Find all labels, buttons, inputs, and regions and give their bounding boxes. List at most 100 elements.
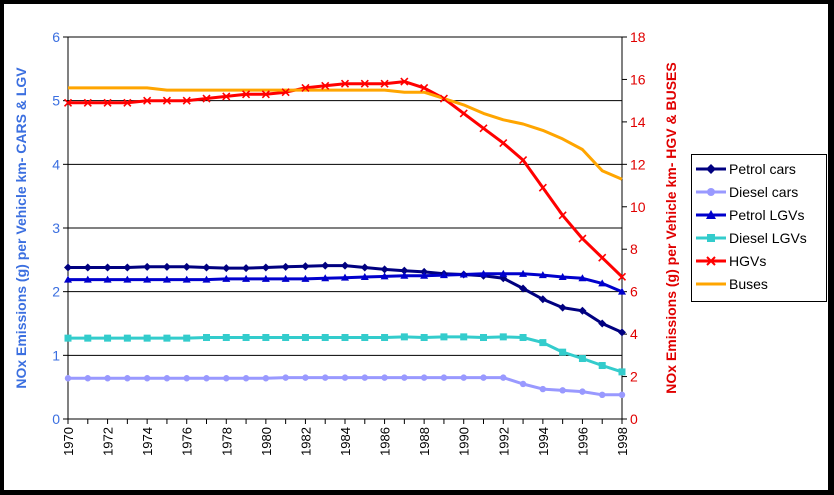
data-point-diesel-cars: [163, 375, 171, 382]
data-point-diesel-lgvs: [301, 334, 309, 342]
data-point-diesel-cars: [460, 374, 467, 381]
data-point-petrol-cars: [123, 263, 132, 272]
legend-swatch-petrol-cars: [696, 164, 726, 174]
legend-swatch-hgvs: [696, 256, 726, 266]
data-point-diesel-cars: [599, 391, 606, 399]
series-line-buses: [68, 86, 623, 181]
data-point-diesel-cars: [618, 391, 626, 399]
data-point-diesel-lgvs: [539, 339, 547, 347]
legend-swatch-buses: [696, 282, 726, 286]
legend-label: Petrol LGVs: [729, 207, 805, 223]
data-point-petrol-cars: [360, 263, 369, 272]
data-point-diesel-cars: [104, 375, 111, 382]
data-point-petrol-cars: [598, 319, 607, 328]
data-point-diesel-lgvs: [480, 334, 487, 342]
data-point-petrol-lgvs: [538, 271, 547, 279]
data-point-petrol-lgvs: [64, 275, 72, 283]
data-point-diesel-lgvs: [242, 334, 250, 342]
data-point-diesel-cars: [203, 375, 210, 382]
data-point-diesel-cars: [420, 374, 428, 381]
data-point-hgvs: [162, 96, 171, 105]
y-tick-label-left: 3: [52, 220, 60, 236]
data-point-diesel-cars: [480, 374, 487, 381]
y-tick-label-left: 6: [52, 29, 60, 45]
data-point-petrol-cars: [143, 262, 152, 271]
x-tick-label: 1994: [536, 427, 551, 456]
x-tick-label: 1974: [140, 427, 155, 456]
data-point-petrol-cars: [558, 303, 567, 312]
y-tick-label-right: 14: [630, 114, 646, 130]
data-point-petrol-lgvs: [578, 274, 587, 282]
data-point-hgvs: [281, 88, 290, 97]
x-tick-label: 1976: [180, 427, 195, 456]
y-axis-label-right: NOx Emissions (g) per Vehicle km- HGV & …: [663, 62, 679, 393]
data-point-petrol-lgvs: [558, 273, 567, 281]
x-tick-label: 1986: [378, 427, 393, 456]
data-point-diesel-lgvs: [203, 334, 210, 342]
x-tick-label: 1992: [496, 427, 511, 456]
data-point-diesel-cars: [124, 375, 131, 382]
data-point-hgvs: [103, 98, 112, 107]
data-point-petrol-lgvs: [261, 274, 270, 282]
data-point-petrol-lgvs: [321, 274, 330, 282]
data-point-diesel-cars: [64, 375, 72, 382]
legend-label: Diesel LGVs: [729, 230, 807, 246]
data-point-petrol-lgvs: [222, 274, 231, 282]
data-point-petrol-lgvs: [143, 275, 152, 283]
data-point-petrol-lgvs: [341, 273, 349, 281]
y-tick-label-right: 10: [630, 199, 646, 215]
data-point-petrol-lgvs: [123, 275, 132, 283]
y-tick-label-left: 1: [52, 347, 60, 363]
legend-swatch-diesel-cars: [696, 188, 726, 196]
data-point-diesel-cars: [302, 374, 309, 381]
data-point-hgvs: [519, 156, 528, 165]
data-point-hgvs: [558, 211, 567, 220]
data-point-diesel-lgvs: [578, 355, 586, 363]
data-point-petrol-lgvs: [479, 269, 488, 277]
data-point-hgvs: [578, 234, 587, 243]
data-point-diesel-cars: [322, 374, 329, 381]
data-point-petrol-cars: [83, 263, 92, 272]
x-tick-label: 1970: [61, 427, 76, 456]
legend-label: Petrol cars: [729, 161, 796, 177]
x-tick-label: 1982: [298, 427, 313, 456]
legend: Petrol cars Diesel cars Petrol LGVs Dies…: [691, 154, 827, 302]
data-point-petrol-cars: [618, 328, 626, 337]
data-point-diesel-cars: [223, 375, 230, 382]
x-tick-label: 1980: [259, 427, 274, 456]
legend-label: Diesel cars: [729, 184, 799, 200]
data-point-petrol-cars: [400, 266, 409, 275]
data-point-petrol-lgvs: [459, 270, 468, 278]
data-point-diesel-lgvs: [143, 334, 151, 342]
data-point-petrol-cars: [261, 263, 270, 272]
data-point-diesel-cars: [539, 385, 547, 393]
data-point-diesel-lgvs: [282, 334, 290, 342]
x-tick-label: 1998: [615, 427, 630, 456]
data-point-diesel-lgvs: [400, 333, 408, 341]
data-point-petrol-lgvs: [519, 269, 528, 277]
data-point-diesel-lgvs: [381, 334, 389, 342]
data-point-diesel-lgvs: [222, 334, 230, 342]
data-point-diesel-cars: [519, 380, 527, 388]
y-tick-label-right: 8: [630, 241, 638, 257]
y-tick-label-right: 16: [630, 71, 646, 87]
data-point-diesel-cars: [361, 374, 368, 381]
x-tick-label: 1988: [417, 427, 432, 456]
data-point-petrol-cars: [578, 306, 587, 315]
y-axis-label-left: NOx Emissions (g) per Vehicle km- CARS &…: [13, 67, 29, 389]
data-point-petrol-cars: [321, 261, 330, 270]
data-point-petrol-lgvs: [301, 274, 310, 282]
data-point-diesel-lgvs: [321, 334, 329, 342]
data-point-petrol-cars: [242, 264, 251, 273]
y-tick-label-left: 4: [52, 156, 60, 172]
data-point-hgvs: [143, 96, 152, 105]
data-point-hgvs: [380, 79, 389, 88]
legend-item-buses: Buses: [696, 274, 768, 294]
data-point-hgvs: [222, 92, 231, 101]
data-point-petrol-lgvs: [281, 274, 290, 282]
data-point-petrol-cars: [64, 263, 72, 272]
data-point-petrol-cars: [301, 262, 310, 271]
data-point-petrol-cars: [103, 263, 112, 272]
